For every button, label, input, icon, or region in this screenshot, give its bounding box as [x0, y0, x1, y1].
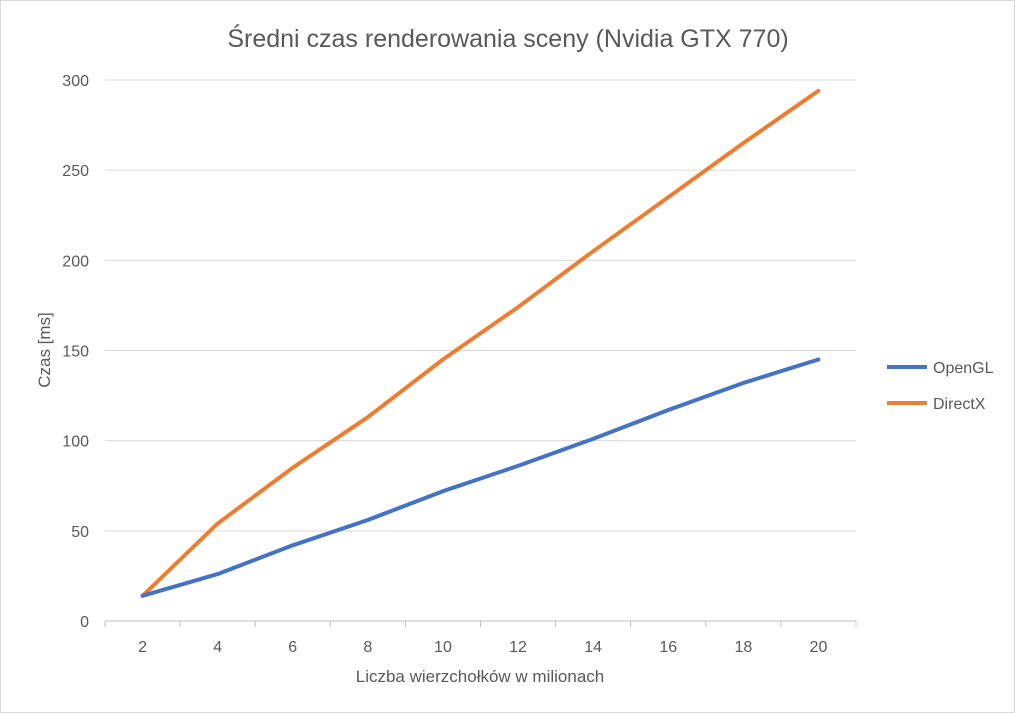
y-tick-label: 0 — [80, 614, 89, 631]
legend-label-opengl: OpenGL — [933, 360, 994, 377]
y-tick-label: 200 — [62, 253, 89, 270]
x-axis: 2 4 6 8 10 12 14 16 18 20 — [104, 620, 857, 656]
x-tick-label: 20 — [810, 639, 828, 656]
x-tick-label: 8 — [363, 639, 372, 656]
y-tick-label: 150 — [62, 344, 89, 361]
x-tick-label: 14 — [584, 639, 602, 656]
series-line-opengl — [140, 357, 821, 598]
y-tick-label: 100 — [62, 434, 89, 451]
x-tick-label: 10 — [434, 639, 452, 656]
legend: OpenGL DirectX — [887, 360, 994, 413]
x-axis-title: Liczba wierzchołków w milionach — [356, 667, 604, 686]
x-tick-label: 6 — [288, 639, 297, 656]
y-axis-ticks: 0 50 100 150 200 250 300 — [62, 73, 89, 631]
y-tick-label: 250 — [62, 163, 89, 180]
legend-label-directx: DirectX — [933, 396, 986, 413]
y-axis-title: Czas [ms] — [35, 312, 54, 388]
x-tick-label: 18 — [734, 639, 752, 656]
y-tick-label: 50 — [71, 524, 89, 541]
x-tick-label: 12 — [509, 639, 527, 656]
chart-title: Średni czas renderowania sceny (Nvidia G… — [227, 23, 788, 53]
gridlines — [105, 79, 856, 532]
x-tick-label: 4 — [213, 639, 222, 656]
x-tick-label: 16 — [659, 639, 677, 656]
series-lines — [140, 88, 821, 598]
y-tick-label: 300 — [62, 73, 89, 90]
x-tick-label: 2 — [138, 639, 147, 656]
series-line-directx — [140, 88, 821, 598]
